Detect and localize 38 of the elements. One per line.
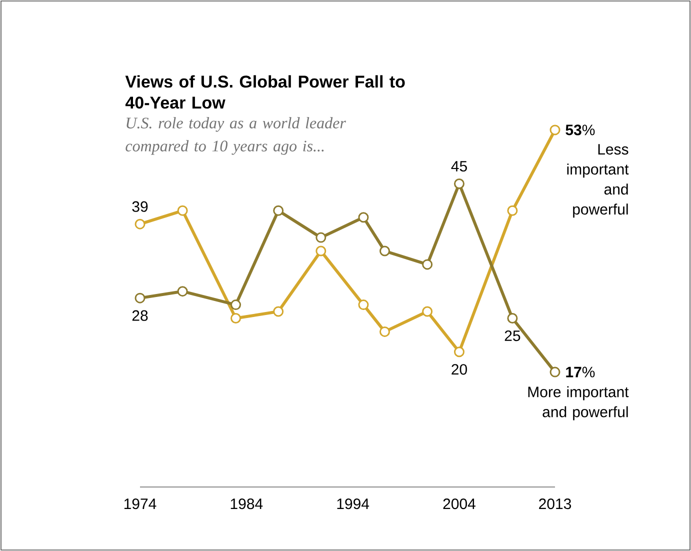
point: [273, 306, 284, 317]
series-label: More important and powerful: [528, 386, 629, 420]
data-label: 28: [132, 310, 148, 321]
data-label: 53%: [566, 124, 595, 136]
x-tick-label: 2013: [539, 498, 572, 510]
x-tick-label: 1984: [230, 498, 263, 510]
chart-title: Views of U.S. Global Power Fall to 40-Year Low: [125, 75, 405, 109]
point: [550, 124, 560, 136]
point: [422, 259, 433, 270]
x-tick-label: 1994: [337, 498, 370, 510]
point: [230, 300, 242, 310]
point: [316, 232, 326, 243]
point: [507, 205, 518, 216]
x-tick-label: 1974: [124, 498, 156, 510]
point: [507, 313, 518, 324]
point: [358, 300, 369, 310]
chart-subtitle: U.S. role today as a world leader compared to 10 years ago is...: [126, 117, 346, 155]
point: [358, 212, 369, 223]
point: [134, 292, 146, 304]
point: [454, 346, 464, 358]
point: [379, 326, 390, 337]
point: [177, 205, 188, 216]
point: [134, 218, 146, 230]
point: [316, 246, 326, 256]
data-label: 17%: [566, 366, 595, 378]
point: [550, 366, 560, 378]
data-label: 39: [132, 201, 148, 212]
point: [230, 313, 242, 324]
series-label: Less important and powerful: [567, 144, 629, 218]
point: [454, 178, 464, 189]
point: [273, 205, 284, 216]
point: [177, 286, 188, 297]
point: [422, 306, 433, 317]
data-label: 25: [504, 330, 520, 342]
point: [379, 246, 390, 256]
data-label: 45: [451, 161, 467, 172]
x-tick-label: 2004: [443, 498, 476, 510]
data-label: 20: [452, 364, 467, 375]
